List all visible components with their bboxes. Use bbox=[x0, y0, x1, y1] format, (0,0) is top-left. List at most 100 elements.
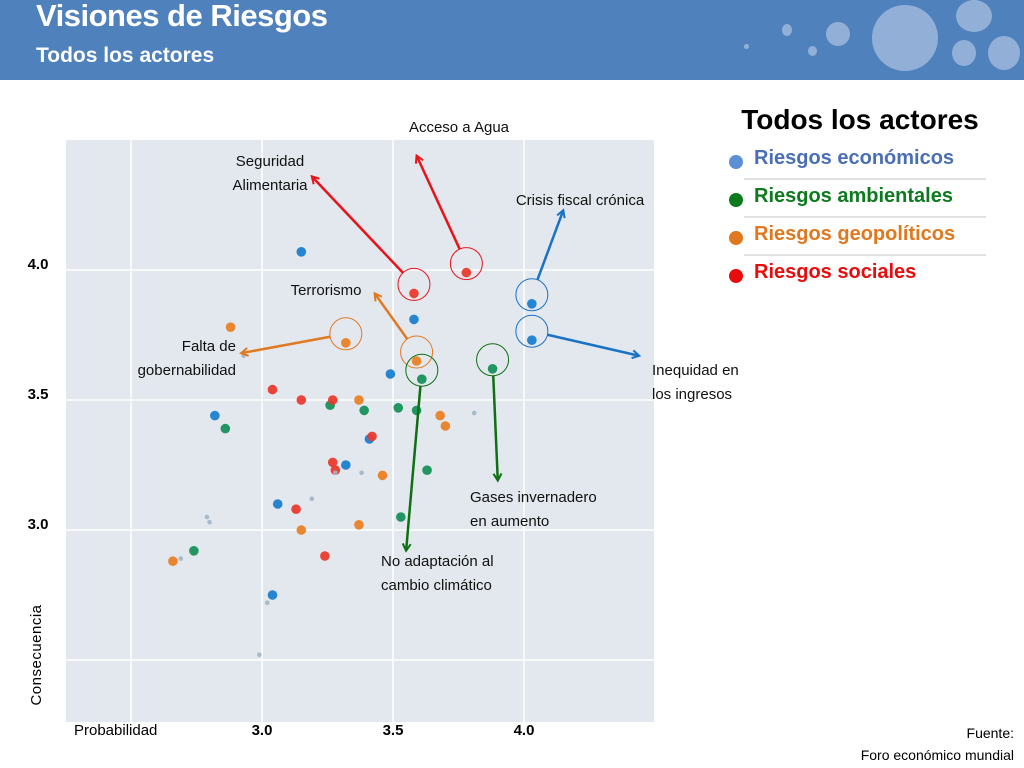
annotation-arrow bbox=[312, 176, 404, 274]
annotation-label: Terrorismo bbox=[291, 282, 362, 299]
annotation-label: cambio climático bbox=[381, 577, 492, 594]
data-point-environmental bbox=[487, 364, 498, 374]
data-point-other bbox=[309, 496, 315, 502]
data-point-other bbox=[207, 519, 212, 525]
legend-dot-icon bbox=[729, 269, 743, 283]
data-point-geopolitical bbox=[377, 470, 388, 481]
highlight-ring bbox=[476, 343, 510, 377]
data-point-environmental bbox=[359, 405, 369, 416]
annotation-arrow bbox=[375, 293, 409, 340]
data-point-economic bbox=[210, 410, 220, 421]
annotation-label: en aumento bbox=[470, 513, 549, 530]
data-point-societal bbox=[330, 465, 341, 476]
decorative-bubble bbox=[952, 40, 976, 66]
data-point-other bbox=[264, 600, 270, 606]
data-point-geopolitical bbox=[354, 520, 364, 530]
data-point-societal bbox=[320, 551, 330, 561]
y-tick-label: 3.5 bbox=[28, 386, 49, 403]
legend-label: Riesgos geopolíticos bbox=[754, 223, 956, 245]
data-point-environmental bbox=[417, 374, 427, 385]
annotation-label: Acceso a Agua bbox=[409, 119, 510, 136]
data-point-economic bbox=[409, 314, 419, 325]
legend-dot-icon bbox=[729, 155, 743, 169]
data-point-geopolitical bbox=[435, 410, 445, 421]
slide-header: Visiones de Riesgos Todos los actores bbox=[0, 0, 1024, 80]
legend-item: Riesgos económicos bbox=[726, 142, 986, 180]
source-value: Foro económico mundial bbox=[860, 747, 1014, 763]
annotation-arrow bbox=[536, 210, 563, 281]
data-point-economic bbox=[527, 299, 537, 309]
data-point-environmental bbox=[396, 512, 406, 522]
data-point-economic bbox=[267, 590, 278, 600]
data-point-societal bbox=[367, 431, 377, 442]
annotation-label: Alimentaria bbox=[232, 177, 308, 194]
x-tick-label: 3.0 bbox=[252, 722, 273, 739]
legend-item: Riesgos sociales bbox=[726, 256, 986, 294]
annotation-label: No adaptación al bbox=[381, 553, 494, 570]
highlight-ring bbox=[449, 247, 483, 281]
highlight-ring bbox=[400, 335, 434, 369]
legend-separator bbox=[744, 216, 986, 218]
annotation-arrow bbox=[241, 335, 331, 353]
annotation-label: Gases invernadero bbox=[470, 489, 597, 506]
decorative-bubble bbox=[808, 46, 817, 56]
data-point-societal bbox=[327, 457, 338, 468]
data-point-environmental bbox=[393, 403, 404, 413]
annotation-label: Inequidad en bbox=[652, 362, 739, 379]
legend-label: Riesgos económicos bbox=[754, 147, 955, 169]
annotation-label: gobernabilidad bbox=[138, 362, 236, 379]
source-label: Fuente: bbox=[966, 725, 1014, 741]
legend-label: Riesgos ambientales bbox=[754, 185, 953, 207]
legend-item: Riesgos geopolíticos bbox=[726, 218, 986, 256]
data-point-geopolitical bbox=[411, 356, 422, 366]
decorative-bubble bbox=[744, 44, 749, 49]
x-tick-label: 4.0 bbox=[514, 722, 535, 739]
decorative-bubble bbox=[826, 22, 850, 46]
y-tick-label: 3.0 bbox=[28, 516, 49, 533]
data-point-other bbox=[257, 652, 262, 658]
annotation-arrow bbox=[417, 156, 461, 250]
data-point-geopolitical bbox=[354, 395, 364, 405]
data-point-societal bbox=[267, 384, 278, 395]
data-point-societal bbox=[409, 288, 419, 299]
data-point-environmental bbox=[411, 405, 422, 416]
data-point-environmental bbox=[220, 423, 231, 434]
data-point-societal bbox=[327, 395, 338, 405]
data-point-economic bbox=[385, 369, 396, 379]
data-point-other bbox=[204, 514, 210, 520]
source-note: Fuente: Foro económico mundial bbox=[861, 722, 1014, 766]
data-point-geopolitical bbox=[296, 525, 307, 535]
legend-dot-icon bbox=[729, 231, 743, 245]
data-point-other bbox=[359, 470, 364, 476]
data-point-societal bbox=[461, 267, 472, 278]
decorative-bubble bbox=[956, 0, 992, 32]
page-title: Visiones de Riesgos bbox=[36, 0, 328, 33]
data-point-geopolitical bbox=[168, 556, 178, 566]
legend-separator bbox=[744, 178, 986, 180]
y-axis-label: Consecuencia bbox=[28, 604, 45, 705]
x-tick-label: 3.5 bbox=[383, 722, 404, 739]
data-point-economic bbox=[272, 499, 283, 509]
data-point-other bbox=[333, 470, 338, 476]
annotation-label: Crisis fiscal crónica bbox=[516, 192, 645, 209]
data-point-geopolitical bbox=[341, 338, 351, 348]
data-point-economic bbox=[296, 247, 307, 257]
highlight-ring bbox=[515, 314, 549, 348]
highlight-ring bbox=[515, 278, 549, 312]
data-point-environmental bbox=[189, 546, 199, 556]
legend: Todos los actores Riesgos económicos Ries… bbox=[726, 104, 986, 294]
decorative-bubble bbox=[872, 5, 938, 71]
annotation-arrow bbox=[406, 386, 422, 551]
legend-label: Riesgos sociales bbox=[754, 261, 917, 283]
legend-dot-icon bbox=[729, 193, 743, 207]
highlight-ring bbox=[405, 353, 439, 387]
data-point-other bbox=[178, 556, 184, 561]
decorative-bubble bbox=[782, 24, 792, 36]
data-point-societal bbox=[296, 395, 307, 405]
annotation-label: Falta de bbox=[182, 338, 236, 355]
legend-title: Todos los actores bbox=[741, 104, 979, 135]
annotation-arrow bbox=[492, 375, 498, 481]
annotation-label: los ingresos bbox=[652, 386, 732, 403]
data-point-environmental bbox=[422, 465, 432, 476]
